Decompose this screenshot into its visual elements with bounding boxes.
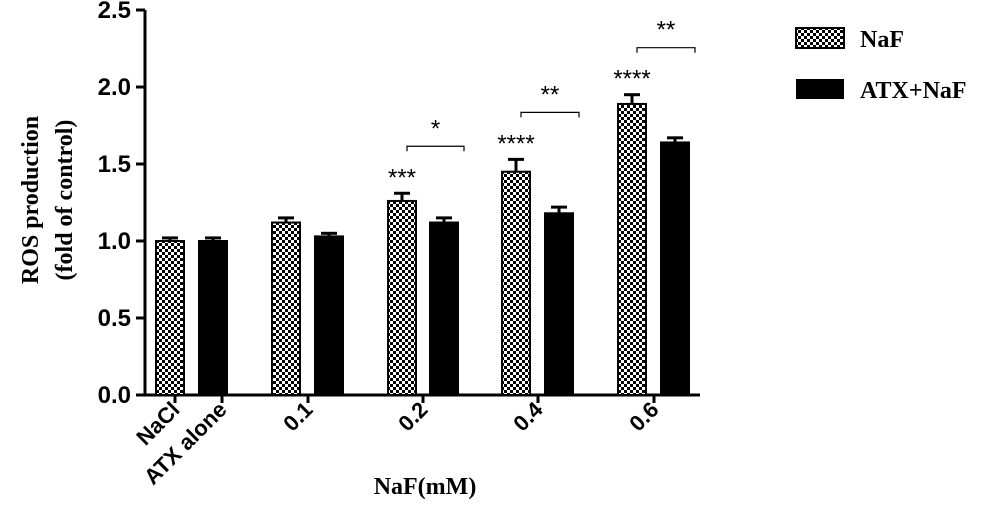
legend: NaF ATX+NaF [795,27,967,104]
bar-atx-naf [429,221,459,396]
x-axis-title: NaF(mM) [374,474,477,500]
x-category-label: 0.1 [278,397,317,436]
x-category-label: 0.6 [624,397,663,436]
y-axis-title-line2: (fold of control) [52,120,78,281]
bar-atx-naf [314,235,344,396]
x-category-label: 0.2 [393,397,432,436]
bar-naf [501,170,531,396]
bar-atx-naf [660,141,690,396]
legend-label-atx-naf: ATX+NaF [860,78,967,104]
y-tick-label: 0.0 [98,382,131,409]
y-tick-label: 1.5 [98,151,131,178]
comparison-bracket [406,145,465,152]
significance-stars: **** [613,66,650,93]
comparison-stars: ** [657,17,676,44]
x-category-label: 0.4 [508,396,548,436]
significance-stars: **** [497,130,534,157]
legend-label-naf: NaF [860,27,904,53]
y-tick-label: 2.5 [98,0,131,24]
legend-swatch-atx-naf [796,79,844,99]
y-tick-label: 2.0 [98,74,131,101]
bar-naf [155,240,185,396]
comparison-stars: ** [541,81,560,108]
significance-stars: *** [388,164,416,191]
bar-naf [387,199,417,396]
bar-naf [617,102,647,396]
comparison-bracket [636,47,696,53]
bar-atx-naf [198,240,228,396]
bar-naf [271,221,301,396]
y-tick-label: 0.5 [98,305,131,332]
bar-atx-naf [544,212,574,396]
legend-swatch-naf [795,27,845,49]
comparison-bracket [520,111,580,118]
comparison-stars: * [431,115,440,142]
y-axis-title-line1: ROS production [18,116,44,284]
y-tick-label: 1.0 [98,228,131,255]
